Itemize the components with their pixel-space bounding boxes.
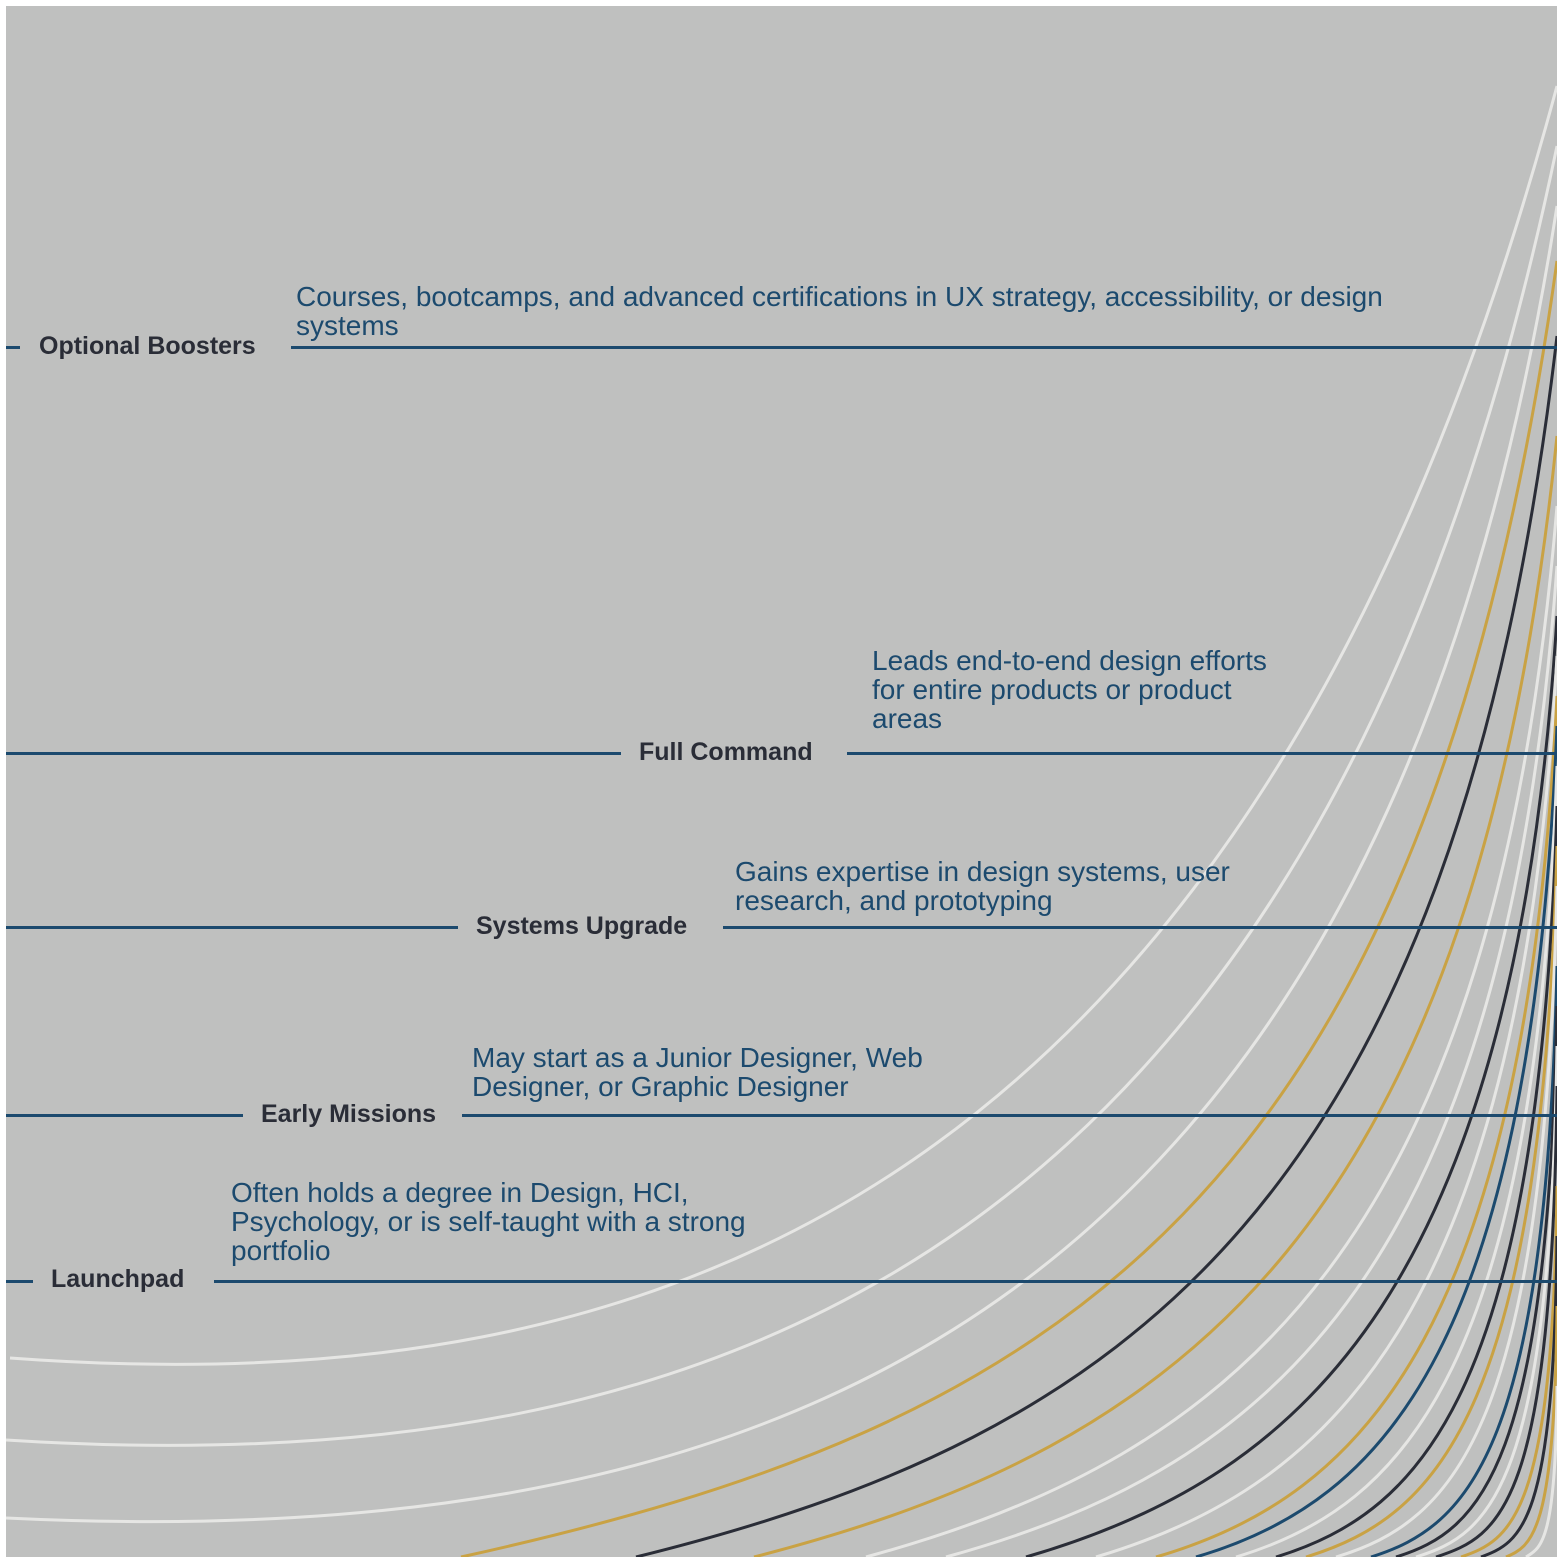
diagram-canvas: Optional Boosters Courses, bootcamps, an…: [6, 6, 1557, 1557]
decorative-curve: [1195, 725, 1557, 1557]
stage-rule-right: [214, 1280, 1557, 1283]
decorative-curve: [1525, 1385, 1557, 1557]
stage-description-systems-upgrade: Gains expertise in design systems, user …: [735, 856, 1230, 916]
stage-rule-right: [847, 752, 1557, 755]
stage-label-systems-upgrade: Systems Upgrade: [476, 912, 688, 940]
stage-rule-left: [6, 346, 20, 349]
stage-rule-right: [723, 926, 1557, 929]
stage-rule-left: [6, 1114, 243, 1117]
decorative-curve: [635, 335, 1557, 1557]
stage-description-early-missions: May start as a Junior Designer, Web Desi…: [472, 1042, 923, 1102]
decorative-curve: [1025, 615, 1557, 1557]
decorative-curve: [1480, 1235, 1557, 1557]
decorative-curve: [1335, 885, 1557, 1557]
stage-label-full-command: Full Command: [639, 738, 813, 766]
decorative-curve: [1275, 805, 1557, 1557]
decorative-curve: [1305, 845, 1557, 1557]
decorative-curve: [1460, 1185, 1557, 1557]
decorative-curve: [865, 505, 1557, 1557]
curve-decoration: [6, 85, 1557, 1557]
decorative-curve: [1415, 1045, 1557, 1557]
decorative-curve: [1155, 695, 1557, 1557]
stage-description-full-command: Leads end-to-end design efforts for enti…: [872, 645, 1267, 734]
stage-rule-right: [291, 346, 1557, 349]
stage-rule-left: [6, 926, 458, 929]
decorative-curve: [1095, 655, 1557, 1557]
stage-rule-right: [462, 1114, 1557, 1117]
decorative-curve: [753, 435, 1557, 1557]
decorative-curve: [9, 85, 1557, 1366]
stage-rule-left: [6, 1280, 33, 1283]
decorative-curve: [1235, 765, 1557, 1557]
decorative-curve: [460, 260, 1557, 1557]
decorative-curve: [6, 145, 1557, 1447]
stage-label-launchpad: Launchpad: [51, 1265, 185, 1293]
decorative-curve: [1505, 1305, 1557, 1557]
stage-label-early-missions: Early Missions: [261, 1100, 437, 1128]
stage-description-optional-boosters: Courses, bootcamps, and advanced certifi…: [296, 281, 1383, 341]
decorative-curve: [1370, 965, 1557, 1557]
stage-description-launchpad: Often holds a degree in Design, HCI, Psy…: [231, 1177, 746, 1266]
decorative-curve: [6, 205, 1557, 1524]
decorative-curve: [945, 565, 1557, 1557]
decorative-curve: [1435, 1085, 1557, 1557]
stage-label-optional-boosters: Optional Boosters: [39, 332, 256, 360]
decorative-curve: [1395, 1005, 1557, 1557]
stage-rule-left: [6, 752, 621, 755]
